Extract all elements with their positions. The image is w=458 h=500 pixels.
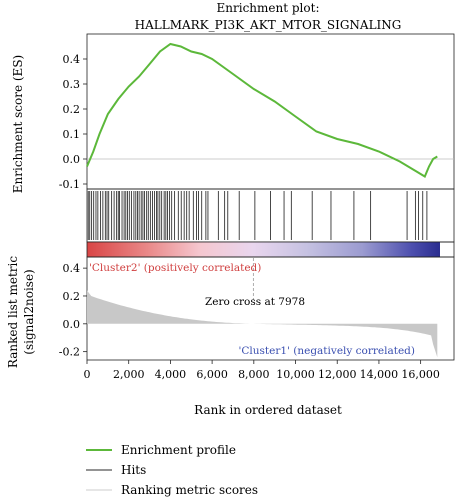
x-tick-label: 2,000	[113, 368, 145, 381]
metric-y-tick-label: -0.2	[59, 346, 80, 359]
metric-y-tick-label: 0.0	[63, 318, 81, 331]
legend-label-enrichment-profile: Enrichment profile	[121, 443, 236, 457]
es-y-tick-label: 0.1	[63, 128, 81, 141]
chart-title-line1: Enrichment plot:	[217, 1, 320, 15]
x-axis-label: Rank in ordered dataset	[194, 403, 342, 417]
zero-cross-label: Zero cross at 7978	[205, 296, 305, 308]
x-tick-label: 14,000	[360, 368, 399, 381]
ranking-color-bar	[86, 241, 455, 258]
x-tick-label: 6,000	[196, 368, 228, 381]
x-tick-label: 10,000	[276, 368, 315, 381]
es-y-tick-label: -0.1	[59, 178, 80, 191]
metric-y-ticks: 0.4 0.2 0.0 -0.2	[59, 262, 87, 359]
x-tick-label: 12,000	[318, 368, 357, 381]
es-y-tick-label: 0.4	[63, 53, 81, 66]
metric-y-axis-label-line2: (signal2noise)	[22, 269, 36, 354]
legend: Enrichment profile Hits Ranking metric s…	[86, 443, 258, 497]
es-panel: 0.4 0.3 0.2 0.1 0.0 -0.1 Enrichment score (ES…	[11, 33, 455, 193]
ranking-gradient	[87, 242, 440, 257]
metric-y-tick-label: 0.4	[63, 262, 81, 275]
es-y-tick-label: 0.0	[63, 153, 81, 166]
x-tick-label: 16,000	[401, 368, 440, 381]
chart-title-line2: HALLMARK_PI3K_AKT_MTOR_SIGNALING	[135, 18, 402, 32]
metric-panel: 0.4 0.2 0.0 -0.2 'Cluster2' (positively cor…	[6, 256, 455, 368]
cluster-positive-label: 'Cluster2' (positively correlated)	[89, 262, 261, 274]
legend-label-hits: Hits	[121, 463, 146, 477]
es-y-tick-label: 0.2	[63, 103, 81, 116]
x-tick-label: 4,000	[155, 368, 187, 381]
legend-label-ranking-metric-scores: Ranking metric scores	[121, 483, 258, 497]
es-y-ticks: 0.4 0.3 0.2 0.1 0.0 -0.1	[59, 53, 87, 191]
x-tick-label: 8,000	[238, 368, 270, 381]
enrichment-profile-line	[86, 42, 438, 178]
x-tick-label: 0	[84, 368, 91, 381]
ranking-metric-area	[87, 290, 438, 358]
es-panel-frame	[86, 33, 455, 190]
metric-y-tick-label: 0.2	[63, 290, 81, 303]
es-y-tick-label: 0.3	[63, 78, 81, 91]
hits-ticks-group	[87, 191, 428, 240]
es-y-axis-label: Enrichment score (ES)	[11, 55, 25, 193]
x-axis-ticks: 0 2,000 4,000 6,000 8,000 10,000 12,000 14,000 1…	[84, 360, 440, 381]
cluster-negative-label: 'Cluster1' (negatively correlated)	[238, 345, 415, 357]
hits-panel	[86, 188, 455, 243]
metric-y-axis-label-line1: Ranked list metric	[6, 256, 20, 368]
